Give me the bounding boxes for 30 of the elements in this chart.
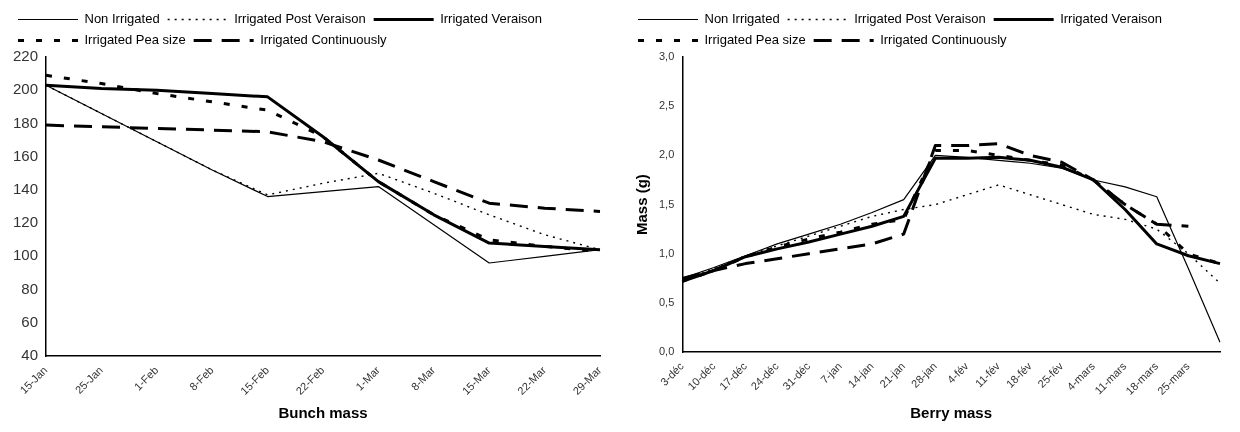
- legend-label: Irrigated Pea size: [704, 32, 806, 48]
- y-tick-label: 160: [13, 146, 39, 164]
- y-axis-title: Mass (g): [633, 174, 651, 235]
- y-tick-label: 120: [13, 213, 39, 231]
- y-tick-label: 1,0: [658, 246, 675, 259]
- y-tick-label: 40: [21, 346, 39, 364]
- legend-label: Irrigated Veraison: [440, 11, 543, 27]
- y-tick-label: 60: [21, 312, 39, 330]
- y-tick-label: 180: [13, 113, 39, 131]
- y-tick-label: 2,0: [658, 148, 675, 161]
- y-tick-label: 2,5: [658, 99, 675, 112]
- legend-label: Non Irrigated: [704, 11, 780, 27]
- y-tick-label: 0,0: [658, 345, 675, 358]
- y-tick-label: 100: [13, 246, 39, 264]
- legend-label: Irrigated Continuously: [880, 32, 1008, 48]
- y-tick-label: 220: [13, 47, 39, 65]
- legend-label: Irrigated Veraison: [1060, 11, 1163, 27]
- legend-label: Irrigated Pea size: [84, 32, 186, 48]
- y-tick-label: 80: [21, 279, 39, 297]
- legend-label: Non Irrigated: [84, 11, 160, 27]
- y-tick-label: 0,5: [658, 295, 675, 308]
- legend-label: Irrigated Continuously: [260, 32, 388, 48]
- y-tick-label: 200: [13, 80, 39, 98]
- x-axis-title: Berry mass: [910, 404, 993, 422]
- legend-label: Irrigated Post Veraison: [854, 11, 986, 27]
- y-tick-label: 3,0: [658, 50, 675, 63]
- x-axis-title: Bunch mass: [278, 404, 368, 422]
- legend-label: Irrigated Post Veraison: [234, 11, 366, 27]
- y-tick-label: 1,5: [658, 197, 675, 210]
- y-tick-label: 140: [13, 180, 39, 198]
